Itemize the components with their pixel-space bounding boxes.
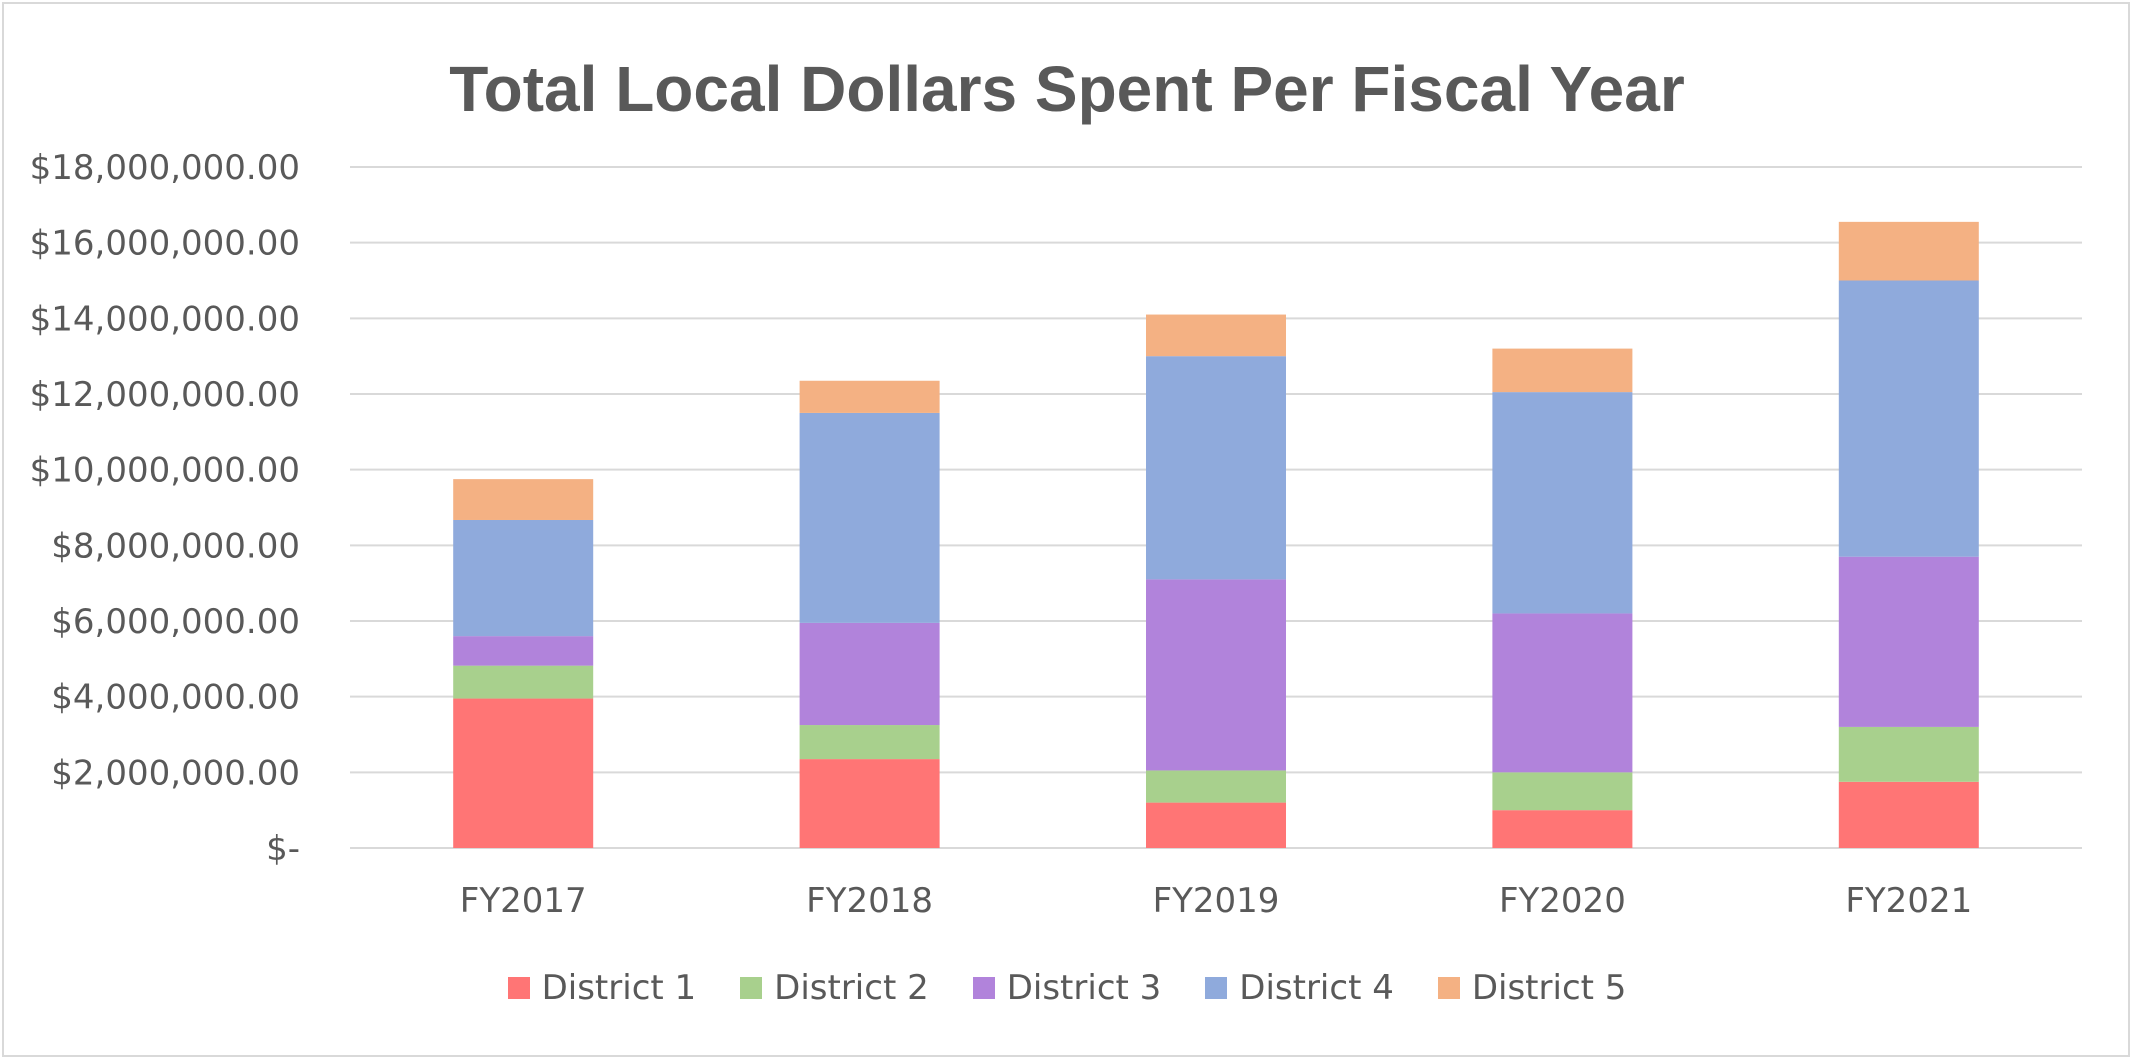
x-tick-label: FY2017 [460, 881, 587, 921]
bar-segment [453, 698, 594, 848]
bar-segment [1838, 556, 1979, 727]
legend: District 1 District 2 District 3 District 4… [0, 968, 2134, 1008]
bar-segment [1492, 348, 1633, 393]
legend-swatch [1437, 977, 1460, 999]
bar-segment [1146, 770, 1286, 803]
chart-title: Total Local Dollars Spent Per Fiscal Yea… [449, 53, 1685, 125]
bar-segment [1492, 392, 1633, 614]
y-tick-label: $4,000,000.00 [51, 678, 300, 718]
bar-segment [453, 519, 594, 637]
legend-item: District 4 [1205, 968, 1394, 1008]
legend-item: District 3 [972, 968, 1162, 1008]
bar-segment [1492, 613, 1633, 773]
y-axis-labels: $- $2,000,000.00 $4,000,000.00 $6,000,000.0… [30, 148, 300, 869]
legend-item: District 5 [1437, 968, 1627, 1008]
y-tick-label: $18,000,000.00 [30, 148, 300, 188]
x-tick-label: FY2020 [1499, 881, 1626, 921]
x-tick-label: FY2019 [1153, 881, 1280, 921]
bar-segment [1146, 579, 1286, 771]
y-tick-label: $10,000,000.00 [30, 451, 300, 491]
y-tick-label: $12,000,000.00 [30, 375, 300, 415]
bar-segment [799, 412, 940, 623]
bar-segment [1838, 221, 1979, 281]
bar-segment [453, 636, 594, 666]
x-tick-label: FY2018 [806, 881, 933, 921]
bar-segment [1492, 772, 1633, 811]
y-tick-label: $6,000,000.00 [51, 602, 300, 642]
legend-label: District 4 [1239, 968, 1394, 1008]
legend-swatch [740, 977, 763, 999]
bar-segment [1492, 810, 1633, 848]
legend-label: District 1 [541, 968, 697, 1008]
y-tick-label: $- [266, 829, 300, 869]
y-tick-label: $14,000,000.00 [30, 299, 300, 339]
legend-label: District 2 [774, 968, 929, 1008]
legend-swatch [972, 977, 995, 999]
legend-label: District 3 [1006, 968, 1162, 1008]
y-tick-label: $8,000,000.00 [51, 526, 300, 566]
bars [453, 221, 1979, 848]
bar-segment [453, 479, 594, 520]
bar-segment [1838, 280, 1979, 557]
bar-segment [1146, 802, 1286, 848]
legend-swatch [1205, 977, 1228, 999]
bar-segment [1838, 781, 1979, 848]
bar-segment [799, 759, 940, 848]
x-axis-labels: FY2017 FY2018 FY2019 FY2020 FY2021 [460, 881, 1972, 921]
bar-segment [799, 380, 940, 413]
bar-segment [1146, 314, 1286, 357]
bar-segment [799, 725, 940, 760]
bar-segment [1838, 726, 1979, 782]
bar-segment [1146, 356, 1286, 580]
legend-item: District 1 [507, 968, 697, 1008]
legend-item: District 2 [740, 968, 929, 1008]
legend-swatch [507, 977, 530, 999]
x-tick-label: FY2021 [1845, 881, 1972, 921]
legend-label: District 5 [1471, 968, 1627, 1008]
bar-segment [799, 622, 940, 726]
y-tick-label: $2,000,000.00 [51, 753, 300, 793]
y-tick-label: $16,000,000.00 [30, 224, 300, 264]
bar-segment [453, 665, 594, 699]
